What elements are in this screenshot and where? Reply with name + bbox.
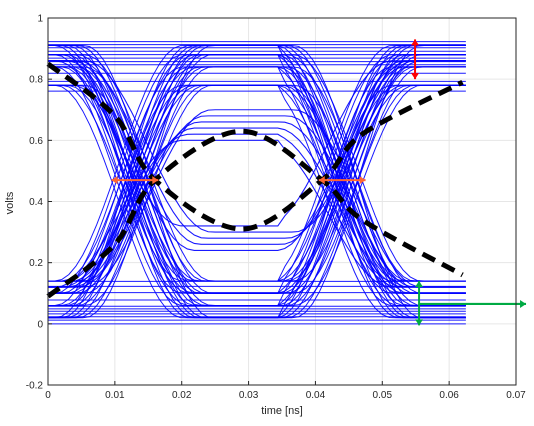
y-tick-label: 0.2 — [29, 258, 43, 269]
x-tick-label: 0.02 — [172, 390, 192, 401]
inner-eye-trace — [48, 115, 466, 288]
x-tick-label: 0.06 — [439, 390, 459, 401]
horizontal-double-arrow-annotation — [111, 176, 159, 185]
axis-layer: 0 0.01 0.02 0.03 0.04 0.05 0.06 0.07-0.200.20.4… — [26, 14, 526, 402]
arrow-head — [415, 319, 424, 326]
arrow-head — [415, 281, 424, 288]
arrow-head — [411, 73, 420, 80]
y-tick-label: 0.8 — [29, 75, 43, 86]
vertical-double-arrow-annotation — [411, 39, 420, 80]
arrow-head — [411, 39, 420, 46]
inner-eye-trace — [48, 60, 466, 239]
y-tick-label: 0 — [37, 319, 43, 330]
horizontal-double-arrow-annotation — [318, 176, 366, 185]
plot-layer — [46, 41, 466, 325]
arrow-head — [152, 176, 159, 185]
x-tick-label: 0.01 — [105, 390, 125, 401]
x-tick-label: 0.07 — [506, 390, 526, 401]
x-tick-label: 0.03 — [239, 390, 259, 401]
inner-eye-trace — [48, 60, 466, 251]
inner-eye-trace — [48, 127, 466, 288]
inner-eye-trace — [48, 60, 466, 245]
x-tick-label: 0.05 — [373, 390, 393, 401]
transition-trace — [48, 66, 466, 294]
y-tick-label: -0.2 — [26, 381, 44, 392]
x-tick-label: 0.04 — [306, 390, 326, 401]
x-axis-label: time [ns] — [261, 405, 303, 417]
inner-eye-trace — [48, 109, 466, 288]
inner-eye-trace — [48, 60, 466, 233]
horizontal-arrow-annotation — [419, 299, 527, 308]
y-tick-label: 0.6 — [29, 136, 43, 147]
transition-trace — [48, 54, 466, 282]
annotation-layer — [111, 39, 527, 326]
y-tick-label: 1 — [37, 14, 43, 25]
transition-trace — [48, 45, 466, 319]
transition-trace — [48, 66, 466, 294]
arrow-head — [520, 299, 527, 308]
y-tick-label: 0.4 — [29, 197, 43, 208]
highlighted-trace-falling — [46, 61, 464, 232]
arrow-head — [359, 176, 366, 185]
arrow-head — [111, 176, 118, 185]
x-tick-label: 0 — [45, 390, 51, 401]
arrow-head — [318, 176, 325, 185]
transition-trace — [48, 54, 466, 282]
y-axis-label: volts — [4, 191, 16, 214]
